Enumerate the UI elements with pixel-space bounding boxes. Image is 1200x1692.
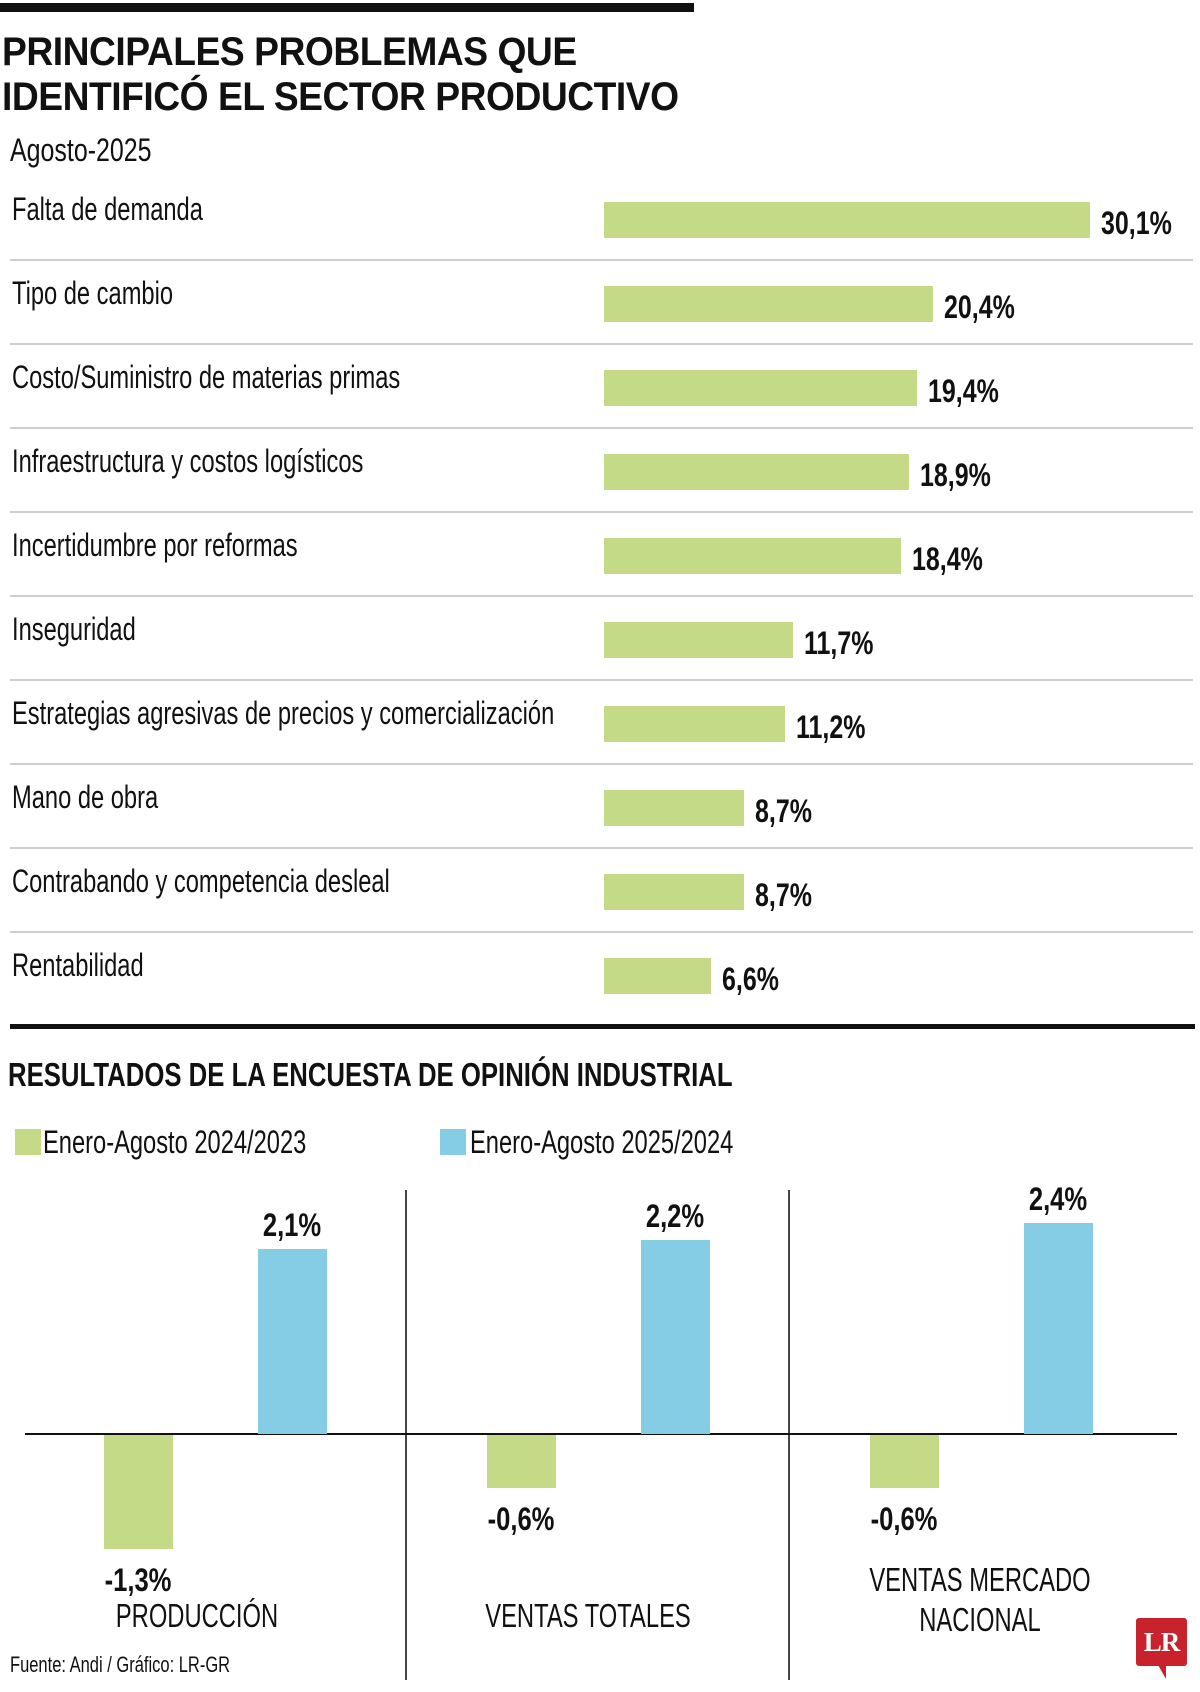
- source-note: Fuente: Andi / Gráfico: LR-GR: [10, 1652, 231, 1677]
- row-label: Costo/Suministro de materias primas: [12, 359, 401, 395]
- bar: [604, 874, 744, 910]
- bar-value-label: -0,6%: [487, 1501, 555, 1537]
- bar-value-label: 30,1%: [1101, 205, 1172, 241]
- chart-subtitle: Agosto-2025: [10, 132, 152, 168]
- bar-value-label: -1,3%: [104, 1562, 172, 1598]
- chart-title-line-2: IDENTIFICÓ EL SECTOR PRODUCTIVO: [2, 75, 679, 119]
- row-label: Infraestructura y costos logísticos: [12, 443, 364, 479]
- row-separator: [10, 679, 1193, 681]
- category-label: VENTAS TOTALES: [485, 1597, 691, 1634]
- bar: [604, 622, 793, 658]
- bar: [604, 454, 909, 490]
- bar-series-2024-2023: [487, 1435, 556, 1488]
- bar: [604, 790, 744, 826]
- bar-value-label: 8,7%: [755, 877, 812, 913]
- bar-value-label: 11,7%: [804, 625, 874, 661]
- row-label: Tipo de cambio: [12, 275, 174, 311]
- bar-value-label: 2,1%: [262, 1207, 322, 1243]
- bar-value-label: 20,4%: [944, 289, 1015, 325]
- row-separator: [10, 427, 1193, 429]
- bar: [604, 706, 785, 742]
- row-label: Contrabando y competencia desleal: [12, 863, 390, 899]
- category-label: PRODUCCIÓN: [115, 1597, 279, 1634]
- row-separator: [10, 343, 1193, 345]
- bar: [604, 538, 901, 574]
- section2-title: RESULTADOS DE LA ENCUESTA DE OPINIÓN IND…: [8, 1056, 733, 1093]
- bar: [604, 202, 1090, 238]
- legend-label-2025-2024: Enero-Agosto 2025/2024: [470, 1124, 734, 1160]
- bar-value-label: 2,4%: [1028, 1181, 1088, 1217]
- bar-series-2025-2024: [1024, 1223, 1093, 1434]
- panel-divider: [405, 1190, 407, 1680]
- row-separator: [10, 763, 1193, 765]
- bar-series-2024-2023: [104, 1435, 173, 1549]
- legend-label-2024-2023: Enero-Agosto 2024/2023: [43, 1124, 307, 1160]
- row-label: Incertidumbre por reformas: [12, 527, 298, 563]
- bar: [604, 286, 933, 322]
- bar-series-2025-2024: [258, 1249, 327, 1434]
- bar-value-label: 2,2%: [645, 1198, 705, 1234]
- row-separator: [10, 931, 1193, 933]
- chart-title-line-1: PRINCIPALES PROBLEMAS QUE: [2, 30, 577, 74]
- bar-value-label: -0,6%: [870, 1501, 938, 1537]
- row-label: Falta de demanda: [12, 191, 203, 227]
- bar: [604, 958, 711, 994]
- bar-value-label: 11,2%: [796, 709, 866, 745]
- panel-divider: [788, 1190, 790, 1680]
- row-separator: [10, 847, 1193, 849]
- bar-value-label: 18,9%: [920, 457, 991, 493]
- row-label: Estrategias agresivas de precios y comer…: [12, 695, 555, 731]
- bar-value-label: 8,7%: [755, 793, 812, 829]
- row-separator: [10, 511, 1193, 513]
- category-label: NACIONAL: [919, 1601, 1041, 1638]
- row-label: Inseguridad: [12, 611, 136, 647]
- bar-value-label: 19,4%: [928, 373, 999, 409]
- zero-baseline: [25, 1433, 1177, 1435]
- bar-value-label: 18,4%: [912, 541, 983, 577]
- logo-speech-tail: [1158, 1665, 1166, 1679]
- bar-series-2025-2024: [641, 1240, 710, 1434]
- category-label: VENTAS MERCADO: [869, 1561, 1091, 1598]
- bar-series-2024-2023: [870, 1435, 939, 1488]
- section-divider: [10, 1024, 1195, 1029]
- lr-logo-icon: LR: [1136, 1618, 1187, 1666]
- legend-swatch-2024-2023: [15, 1129, 41, 1155]
- legend-swatch-2025-2024: [440, 1129, 466, 1155]
- row-label: Mano de obra: [12, 779, 159, 815]
- row-separator: [10, 595, 1193, 597]
- bar-value-label: 6,6%: [722, 961, 779, 997]
- bar: [604, 370, 917, 406]
- top-rule: [0, 3, 694, 12]
- row-separator: [10, 259, 1193, 261]
- row-label: Rentabilidad: [12, 947, 144, 983]
- chart-title: PRINCIPALES PROBLEMAS QUE IDENTIFICÓ EL …: [2, 30, 679, 120]
